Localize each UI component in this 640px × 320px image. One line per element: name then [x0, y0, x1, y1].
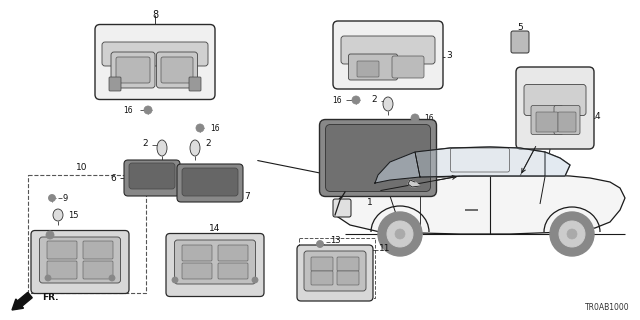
FancyBboxPatch shape — [341, 36, 435, 64]
FancyBboxPatch shape — [189, 77, 201, 91]
Text: FR.: FR. — [42, 293, 58, 302]
FancyBboxPatch shape — [111, 52, 155, 88]
Ellipse shape — [53, 209, 63, 221]
FancyBboxPatch shape — [218, 263, 248, 279]
FancyBboxPatch shape — [554, 106, 580, 134]
Circle shape — [196, 124, 204, 132]
Text: 16: 16 — [210, 124, 220, 132]
FancyBboxPatch shape — [349, 54, 397, 80]
Circle shape — [45, 275, 51, 281]
FancyBboxPatch shape — [95, 25, 215, 100]
Circle shape — [352, 96, 360, 104]
FancyBboxPatch shape — [536, 112, 558, 132]
Text: 15: 15 — [68, 211, 79, 220]
Text: 14: 14 — [209, 224, 221, 233]
Text: 16: 16 — [332, 95, 342, 105]
FancyBboxPatch shape — [304, 251, 366, 291]
FancyBboxPatch shape — [83, 261, 113, 279]
FancyBboxPatch shape — [333, 21, 443, 89]
Text: 10: 10 — [76, 163, 88, 172]
FancyBboxPatch shape — [516, 67, 594, 149]
FancyBboxPatch shape — [319, 119, 436, 196]
FancyBboxPatch shape — [47, 261, 77, 279]
FancyBboxPatch shape — [166, 234, 264, 297]
FancyBboxPatch shape — [116, 57, 150, 83]
Text: 5: 5 — [517, 22, 523, 31]
Circle shape — [317, 241, 323, 247]
Circle shape — [109, 275, 115, 281]
FancyBboxPatch shape — [124, 160, 180, 196]
Ellipse shape — [157, 140, 167, 156]
Text: 8: 8 — [152, 10, 158, 20]
Text: 12: 12 — [60, 230, 70, 239]
FancyBboxPatch shape — [182, 263, 212, 279]
Polygon shape — [335, 175, 625, 234]
FancyBboxPatch shape — [175, 240, 255, 284]
Text: 1: 1 — [367, 197, 373, 206]
FancyBboxPatch shape — [47, 241, 77, 259]
FancyBboxPatch shape — [558, 112, 576, 132]
Circle shape — [49, 195, 56, 202]
Text: 2: 2 — [205, 139, 211, 148]
FancyBboxPatch shape — [218, 245, 248, 261]
Text: 4: 4 — [595, 111, 600, 121]
FancyBboxPatch shape — [511, 31, 529, 53]
FancyBboxPatch shape — [31, 230, 129, 293]
FancyBboxPatch shape — [40, 237, 120, 283]
FancyBboxPatch shape — [182, 245, 212, 261]
FancyArrow shape — [12, 292, 32, 310]
Bar — [299, 238, 375, 298]
FancyBboxPatch shape — [161, 57, 193, 83]
Polygon shape — [408, 180, 420, 187]
Circle shape — [550, 212, 594, 256]
Text: 9: 9 — [62, 194, 67, 203]
FancyBboxPatch shape — [337, 271, 359, 285]
FancyBboxPatch shape — [83, 241, 113, 259]
Circle shape — [559, 221, 585, 247]
Ellipse shape — [190, 140, 200, 156]
FancyBboxPatch shape — [392, 56, 424, 78]
FancyBboxPatch shape — [326, 124, 431, 191]
Ellipse shape — [383, 97, 393, 111]
FancyBboxPatch shape — [357, 61, 379, 77]
Polygon shape — [375, 147, 570, 183]
Bar — [516, 37, 524, 43]
FancyBboxPatch shape — [524, 84, 586, 116]
Circle shape — [252, 277, 258, 283]
Text: 16: 16 — [424, 114, 434, 123]
Text: 6: 6 — [110, 173, 116, 182]
FancyBboxPatch shape — [102, 42, 208, 66]
Circle shape — [411, 114, 419, 122]
Circle shape — [387, 221, 413, 247]
Circle shape — [46, 231, 54, 239]
FancyBboxPatch shape — [157, 52, 198, 88]
Text: 11: 11 — [379, 244, 390, 252]
Circle shape — [567, 229, 577, 239]
FancyBboxPatch shape — [311, 271, 333, 285]
Text: 2: 2 — [142, 139, 148, 148]
FancyBboxPatch shape — [177, 164, 243, 202]
Text: 7: 7 — [244, 191, 250, 201]
Text: 2: 2 — [371, 94, 377, 103]
Text: TR0AB1000: TR0AB1000 — [586, 303, 630, 312]
Polygon shape — [375, 152, 420, 183]
Circle shape — [378, 212, 422, 256]
Text: 13: 13 — [330, 236, 340, 244]
FancyBboxPatch shape — [109, 77, 121, 91]
FancyBboxPatch shape — [297, 245, 373, 301]
Polygon shape — [415, 147, 545, 177]
FancyBboxPatch shape — [129, 163, 175, 189]
FancyBboxPatch shape — [531, 106, 563, 134]
FancyBboxPatch shape — [311, 257, 333, 271]
Circle shape — [172, 277, 178, 283]
Bar — [28, 175, 146, 293]
FancyBboxPatch shape — [182, 168, 238, 196]
Text: 3: 3 — [446, 51, 452, 60]
FancyBboxPatch shape — [333, 199, 351, 217]
Text: 16: 16 — [124, 106, 133, 115]
FancyBboxPatch shape — [337, 257, 359, 271]
Polygon shape — [545, 152, 570, 176]
Circle shape — [395, 229, 405, 239]
Circle shape — [144, 106, 152, 114]
